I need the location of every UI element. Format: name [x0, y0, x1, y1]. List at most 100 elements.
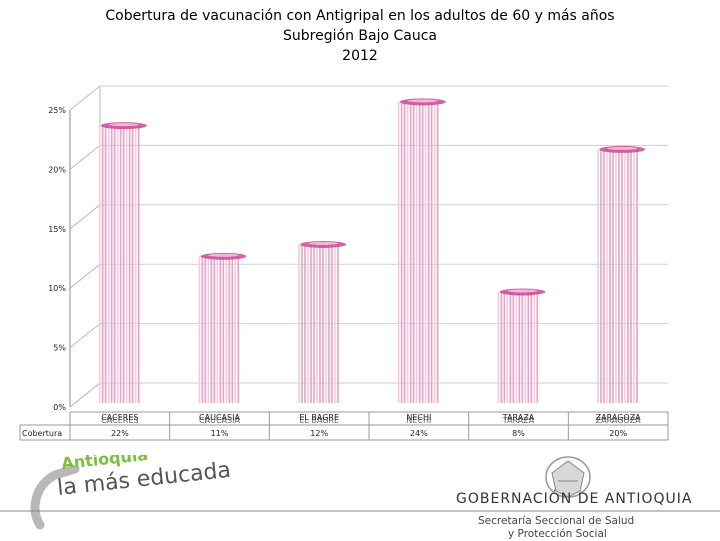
bar-stripe	[104, 125, 107, 403]
bar-cap-highlight	[507, 289, 538, 293]
category-label: CACERES	[101, 413, 138, 422]
bar-stripe	[113, 125, 116, 403]
bar-stripe	[503, 291, 506, 403]
bar-stripe	[530, 291, 533, 403]
category-label: CAUCASIA	[199, 413, 240, 422]
bar-stripe	[298, 244, 300, 403]
bar-stripe	[307, 244, 309, 403]
y-tick-label: 20%	[48, 165, 66, 174]
bar-stripe	[116, 125, 119, 403]
bar-stripe	[134, 125, 137, 403]
category-label: TARAZA	[502, 413, 535, 422]
bar-stripe	[415, 101, 418, 403]
bar-stripe	[313, 244, 315, 403]
bar	[497, 291, 539, 403]
category-label: NECHI	[406, 413, 431, 422]
bar-cap-highlight	[407, 99, 438, 103]
bar-stripe	[515, 291, 518, 403]
bar-stripe	[409, 101, 412, 403]
bar-stripe	[213, 256, 216, 403]
bar	[298, 244, 339, 403]
category-label: EL BAGRE	[299, 413, 339, 422]
bar-stripe	[316, 244, 318, 403]
secretaria-line2: y Protección Social	[508, 528, 607, 540]
bar-stripe	[430, 101, 433, 403]
bar-stripe	[424, 101, 427, 403]
bar-stripe	[630, 149, 632, 403]
bar-stripe	[500, 291, 503, 403]
y-tick-label: 15%	[48, 225, 66, 234]
bar-stripe	[319, 244, 321, 403]
bar-stripe	[310, 244, 312, 403]
bar-stripe	[237, 256, 240, 403]
value-label: 11%	[211, 429, 229, 438]
bar-stripe	[597, 149, 599, 403]
gov-label: GOBERNACIÓN DE ANTIOQUIA	[456, 491, 693, 507]
bar-stripe	[527, 291, 530, 403]
bar-stripe	[207, 256, 210, 403]
bar-stripe	[337, 244, 339, 403]
bar-stripe	[119, 125, 122, 403]
value-label: 22%	[111, 429, 129, 438]
bar-stripe	[110, 125, 113, 403]
bar	[597, 149, 638, 403]
value-label: 12%	[310, 429, 328, 438]
coat-of-arms-icon	[545, 456, 591, 498]
bar-stripe	[512, 291, 515, 403]
bar-stripe	[497, 291, 500, 403]
category-label-shadow: CAUCASIA	[199, 416, 240, 425]
bar-stripe	[612, 149, 614, 403]
secretaria-line1: Secretaría Seccional de Salud	[478, 515, 635, 527]
bar	[397, 101, 439, 403]
category-label: ZARAGOZA	[596, 413, 641, 422]
bar-stripe	[397, 101, 400, 403]
value-label: 8%	[512, 429, 525, 438]
bar-stripe	[131, 125, 134, 403]
bar-cap-highlight	[208, 253, 239, 257]
gridline-diag	[69, 204, 101, 230]
y-tick-label: 5%	[53, 344, 66, 353]
bar-stripe	[624, 149, 626, 403]
bar-stripe	[334, 244, 336, 403]
bar-stripe	[506, 291, 509, 403]
bar-stripe	[521, 291, 524, 403]
bar-stripe	[406, 101, 409, 403]
bar-stripe	[101, 125, 104, 403]
bar-stripe	[219, 256, 222, 403]
bar-stripe	[418, 101, 421, 403]
bar-stripe	[125, 125, 128, 403]
gridline-diag	[69, 85, 101, 111]
bar-stripe	[400, 101, 403, 403]
category-label-shadow: CACERES	[101, 416, 138, 425]
secretaria-label: Secretaría Seccional de Salud y Protecci…	[478, 515, 634, 541]
bar-stripe	[627, 149, 629, 403]
y-tick-label: 0%	[53, 403, 66, 412]
gridline-diag	[69, 263, 101, 289]
bar-stripe	[606, 149, 608, 403]
bar-stripe	[98, 125, 101, 403]
category-label-shadow: ZARAGOZA	[596, 416, 641, 425]
bar-stripe	[225, 256, 228, 403]
bar-stripe	[603, 149, 605, 403]
bar-stripe	[509, 291, 512, 403]
bar-stripe	[107, 125, 110, 403]
bar-stripe	[228, 256, 231, 403]
bar	[98, 125, 140, 403]
bar-stripe	[600, 149, 602, 403]
bar-stripe	[210, 256, 213, 403]
bar-chart: 0%5%10%15%20%25%CoberturaCACERESCACERES2…	[19, 85, 669, 441]
chart-title-line1: Cobertura de vacunación con Antigripal e…	[105, 8, 615, 24]
bar-stripe	[201, 256, 204, 403]
bar-cap-highlight	[108, 123, 139, 127]
chart-title-line3: 2012	[342, 48, 378, 64]
bar-stripe	[204, 256, 207, 403]
bar-stripe	[231, 256, 234, 403]
bar-stripe	[524, 291, 527, 403]
bar-stripe	[609, 149, 611, 403]
bar-stripe	[518, 291, 521, 403]
bar-stripe	[325, 244, 327, 403]
footer-logos: Antioquia la más educada GOBERNACIÓN DE …	[0, 455, 720, 540]
bar-stripe	[421, 101, 424, 403]
bar-stripe	[216, 256, 219, 403]
bar-stripe	[618, 149, 620, 403]
